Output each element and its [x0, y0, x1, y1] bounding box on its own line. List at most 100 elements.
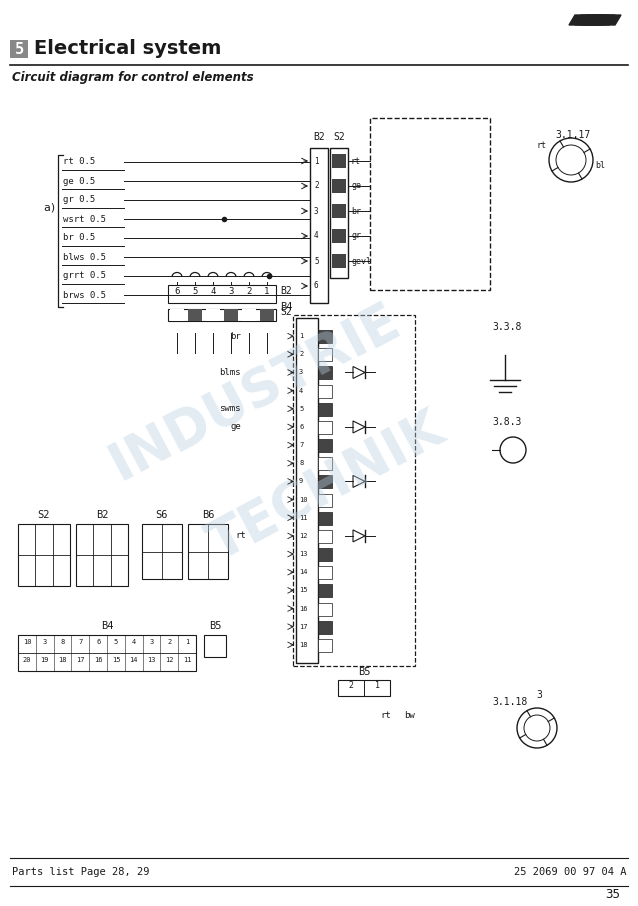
Bar [188, 524, 228, 579]
Bar [142, 524, 182, 579]
Text: gevl: gevl [351, 256, 371, 265]
Text: B6: B6 [202, 510, 214, 520]
Text: rt 0.5: rt 0.5 [63, 158, 95, 167]
Text: 17: 17 [76, 657, 85, 663]
Bar [310, 148, 328, 303]
Text: 11: 11 [183, 657, 191, 663]
Text: B5: B5 [209, 621, 221, 631]
Text: 18: 18 [299, 641, 308, 648]
Text: 15: 15 [299, 587, 308, 593]
Text: 2: 2 [314, 181, 318, 190]
Bar [332, 154, 346, 168]
Text: 3: 3 [228, 287, 234, 296]
Bar [318, 602, 332, 615]
Text: 2: 2 [246, 287, 251, 296]
Text: S6: S6 [156, 510, 168, 520]
Text: INDUSTRIE: INDUSTRIE [100, 294, 408, 491]
Text: rt: rt [351, 157, 361, 166]
Text: 16: 16 [299, 605, 308, 612]
Text: 6: 6 [96, 639, 100, 645]
Text: 7: 7 [299, 442, 303, 448]
Text: 3: 3 [43, 639, 47, 645]
Polygon shape [569, 15, 597, 25]
Bar [332, 204, 346, 218]
Bar [188, 309, 202, 321]
Text: 6: 6 [314, 282, 318, 291]
Text: 6: 6 [299, 424, 303, 430]
Text: a): a) [43, 203, 57, 213]
Text: 2: 2 [167, 639, 172, 645]
Bar [296, 318, 318, 663]
Bar [318, 385, 332, 398]
Bar [242, 309, 256, 321]
Text: 1: 1 [185, 639, 189, 645]
Bar [332, 254, 346, 268]
Text: rt: rt [536, 141, 546, 150]
Text: 4: 4 [299, 388, 303, 393]
Bar [318, 530, 332, 543]
Bar [293, 315, 415, 666]
Text: bl: bl [595, 161, 605, 170]
Text: 35: 35 [605, 889, 620, 901]
Text: 3: 3 [536, 690, 542, 700]
Bar [318, 439, 332, 452]
Text: ge: ge [351, 181, 361, 190]
Bar [318, 494, 332, 506]
Text: 19: 19 [41, 657, 49, 663]
Text: 7: 7 [78, 639, 82, 645]
Bar [318, 548, 332, 561]
Text: 1: 1 [264, 287, 270, 296]
Text: B2: B2 [313, 132, 325, 142]
Bar [318, 566, 332, 579]
Text: S2: S2 [38, 510, 50, 520]
Bar [338, 680, 390, 696]
Text: blms: blms [219, 368, 241, 377]
Text: 3.1.18: 3.1.18 [492, 697, 527, 707]
Text: br: br [230, 332, 241, 341]
Text: 3.8.3: 3.8.3 [492, 417, 521, 427]
Bar [318, 330, 332, 343]
Bar [18, 635, 196, 671]
Bar [370, 118, 490, 290]
Text: rt: rt [380, 711, 390, 720]
Text: 2: 2 [348, 681, 353, 690]
Text: TECHNIK: TECHNIK [200, 403, 454, 571]
Text: ge 0.5: ge 0.5 [63, 177, 95, 186]
Text: br 0.5: br 0.5 [63, 234, 95, 243]
Text: 3.1.17: 3.1.17 [555, 130, 591, 140]
Polygon shape [593, 15, 621, 25]
Text: brws 0.5: brws 0.5 [63, 291, 106, 300]
Text: 11: 11 [299, 515, 308, 521]
Bar [318, 348, 332, 361]
Text: ge: ge [230, 422, 241, 431]
Text: grrt 0.5: grrt 0.5 [63, 272, 106, 281]
Text: 4: 4 [211, 287, 216, 296]
Text: B2: B2 [96, 510, 108, 520]
Text: 3: 3 [314, 207, 318, 216]
Text: B4: B4 [101, 621, 114, 631]
Text: wsrt 0.5: wsrt 0.5 [63, 215, 106, 224]
Text: 20: 20 [23, 657, 31, 663]
Polygon shape [587, 15, 615, 25]
Bar [318, 584, 332, 597]
Text: Electrical system: Electrical system [34, 40, 221, 59]
Bar [318, 621, 332, 633]
Bar [18, 524, 70, 586]
Text: 5: 5 [192, 287, 198, 296]
Text: 12: 12 [299, 533, 308, 539]
Bar [224, 309, 238, 321]
Text: gr 0.5: gr 0.5 [63, 196, 95, 205]
Text: 8: 8 [61, 639, 64, 645]
Text: blws 0.5: blws 0.5 [63, 253, 106, 262]
Polygon shape [581, 15, 609, 25]
Text: 1: 1 [375, 681, 380, 690]
Text: 6: 6 [174, 287, 180, 296]
Bar [76, 524, 128, 586]
Text: 2: 2 [299, 352, 303, 357]
Text: Parts list Page 28, 29: Parts list Page 28, 29 [12, 867, 149, 877]
Bar [318, 403, 332, 416]
Text: B5: B5 [358, 667, 370, 677]
Text: 1: 1 [314, 157, 318, 166]
Text: 4: 4 [314, 232, 318, 240]
Text: 10: 10 [23, 639, 31, 645]
